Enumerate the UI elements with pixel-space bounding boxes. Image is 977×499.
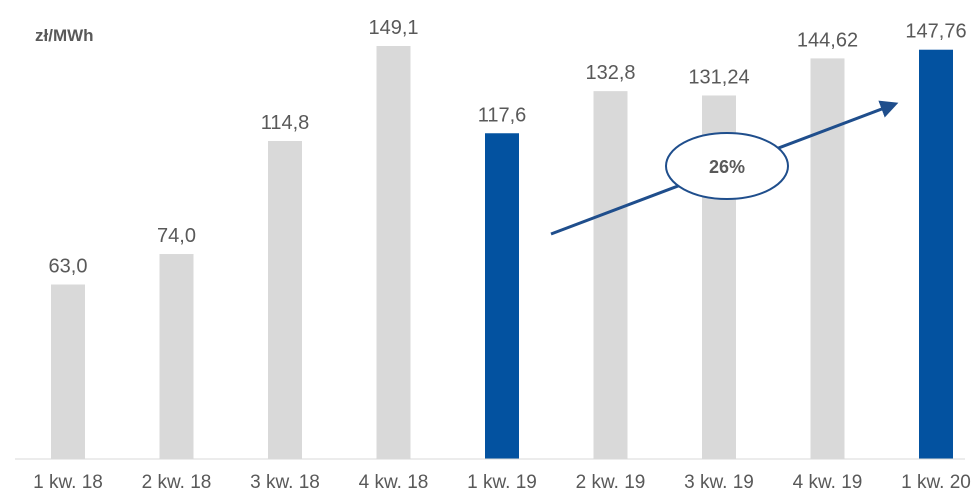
bar-9 xyxy=(919,49,953,460)
bars-group xyxy=(51,46,953,460)
value-label-1: 63,0 xyxy=(49,255,88,277)
bar-4 xyxy=(376,46,411,459)
category-label-5: 1 kw. 19 xyxy=(467,472,537,493)
bar-3 xyxy=(268,141,302,459)
growth-ellipse xyxy=(665,132,789,200)
category-label-8: 4 kw. 19 xyxy=(793,472,863,493)
value-label-9: 147,76 xyxy=(905,21,966,43)
bar-2 xyxy=(159,254,194,459)
value-label-4: 149,1 xyxy=(368,17,418,39)
category-label-7: 3 kw. 19 xyxy=(684,472,754,493)
category-label-2: 2 kw. 18 xyxy=(142,472,212,493)
bar-6 xyxy=(593,91,628,459)
category-label-1: 1 kw. 18 xyxy=(33,472,103,493)
category-label-6: 2 kw. 19 xyxy=(576,472,646,493)
value-label-2: 74,0 xyxy=(157,225,196,247)
value-label-8: 144,62 xyxy=(797,29,858,51)
bar-8 xyxy=(810,58,845,459)
bar-1 xyxy=(51,284,85,459)
value-label-7: 131,24 xyxy=(688,66,749,88)
value-label-3: 114,8 xyxy=(261,112,310,134)
growth-label: 26% xyxy=(709,157,745,177)
value-label-6: 132,8 xyxy=(585,62,635,84)
bar-5 xyxy=(485,133,519,459)
unit-label: zł/MWh xyxy=(35,26,94,45)
value-labels-group: 63,0 74,0 114,8 149,1 117,6 132,8 131,24 144,62… xyxy=(49,17,967,277)
category-label-4: 4 kw. 18 xyxy=(359,472,429,493)
category-label-3: 3 kw. 18 xyxy=(250,472,320,493)
category-labels-group: 1 kw. 18 2 kw. 18 3 kw. 18 4 kw. 18 1 kw. 19… xyxy=(33,472,971,493)
category-label-9: 1 kw. 20 xyxy=(901,472,971,493)
value-label-5: 117,6 xyxy=(478,104,527,126)
